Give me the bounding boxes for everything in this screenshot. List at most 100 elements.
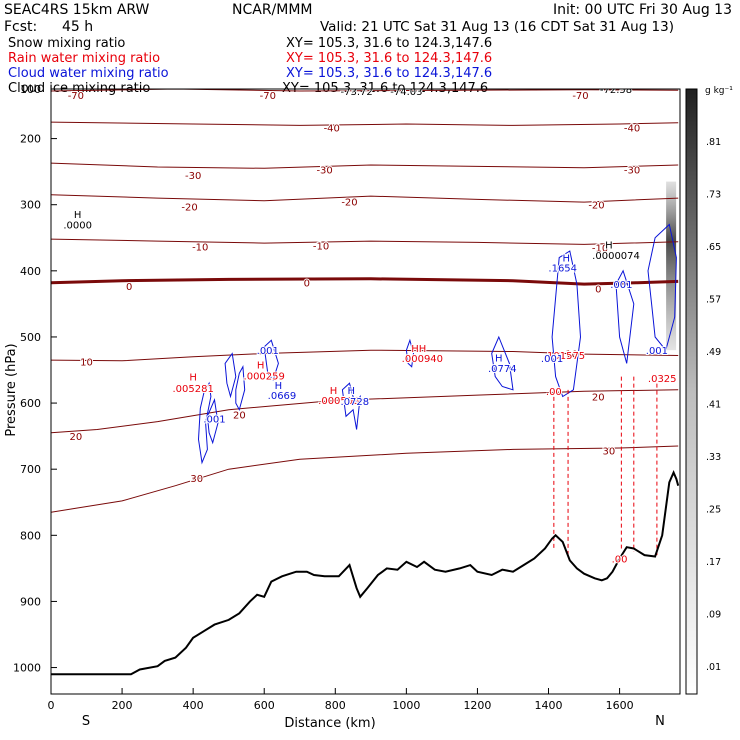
contour-label: -20 xyxy=(341,197,357,208)
field-xy-cloud-water: XY= 105.3, 31.6 to 124.3,147.6 xyxy=(286,66,493,81)
contour-label: .001 xyxy=(610,280,632,291)
y-tick-label: 400 xyxy=(20,265,41,278)
contour-label: .0000 xyxy=(63,221,92,232)
contour-label: -30 xyxy=(185,171,201,182)
contour-label: -70 xyxy=(68,91,84,102)
contour-label: HH xyxy=(411,344,426,355)
x-axis-title: Distance (km) xyxy=(284,716,375,731)
y-tick-label: 300 xyxy=(20,199,41,212)
y-tick-label: 500 xyxy=(20,331,41,344)
x-tick-label: 1400 xyxy=(535,699,563,712)
chart-title: SEAC4RS 15km ARW xyxy=(4,2,150,18)
forecast-label: Fcst: xyxy=(4,19,38,35)
contour-label: 20 xyxy=(592,392,605,403)
x-tick-label: 200 xyxy=(112,699,133,712)
contour-label: -70 xyxy=(572,91,588,102)
contour-label: 0 xyxy=(126,282,132,293)
colorbar-tick-label: .73 xyxy=(706,190,721,201)
contour-label: .0728 xyxy=(341,397,370,408)
contour-label: 0 xyxy=(304,279,310,290)
y-tick-label: 600 xyxy=(20,397,41,410)
y-tick-label: 1000 xyxy=(13,662,41,675)
contour-label: H xyxy=(330,386,338,397)
north-end-label: N xyxy=(655,714,665,729)
colorbar-tick-label: .41 xyxy=(706,400,721,411)
y-tick-label: 700 xyxy=(20,463,41,476)
colorbar-tick-label: .09 xyxy=(706,610,721,621)
field-name-cloud-water: Cloud water mixing ratio xyxy=(8,66,169,81)
contour-label: H xyxy=(495,353,503,364)
contour-label: H xyxy=(189,373,197,384)
y-tick-label: 900 xyxy=(20,595,41,608)
contour-label: .001 xyxy=(257,346,279,357)
forecast-hour: 45 h xyxy=(62,19,94,35)
contour-label: .00 xyxy=(612,554,628,565)
contour-label: .000259 xyxy=(244,371,285,382)
cloud-water-contour xyxy=(341,382,361,430)
colorbar-tick-label: .01 xyxy=(706,662,721,673)
contour-label: .001 xyxy=(646,346,668,357)
contour-label: H xyxy=(74,210,82,221)
isotherm-line xyxy=(51,389,679,434)
y-tick-label: 200 xyxy=(20,133,41,146)
x-tick-label: 600 xyxy=(254,699,275,712)
terrain-line xyxy=(51,469,680,676)
valid-time: Valid: 21 UTC Sat 31 Aug 13 (16 CDT Sat … xyxy=(320,19,674,35)
field-xy-rain: XY= 105.3, 31.6 to 124.3,147.6 xyxy=(286,51,493,66)
contour-label: H xyxy=(348,386,356,397)
contour-label: 30 xyxy=(190,474,203,485)
contour-label: .0000074 xyxy=(592,251,640,262)
x-tick-label: 1600 xyxy=(606,699,634,712)
x-tick-label: 1000 xyxy=(392,699,420,712)
field-xy-snow: XY= 105.3, 31.6 to 124.3,147.6 xyxy=(286,36,493,51)
contour-label: 10 xyxy=(80,357,93,368)
colorbar-tick-label: .25 xyxy=(706,505,721,516)
cloud-water-contour xyxy=(615,269,635,364)
cloud-water-contour xyxy=(197,381,212,465)
contour-label: .1654 xyxy=(548,264,577,275)
contour-label: -72.58 xyxy=(600,85,632,96)
contour-label: .101575 xyxy=(544,351,585,362)
contour-label: -30 xyxy=(624,166,640,177)
contour-label: .0325 xyxy=(648,374,677,385)
colorbar-tick-label: .49 xyxy=(706,347,721,358)
contour-label: .001 xyxy=(541,354,563,365)
cloud-water-contour xyxy=(206,397,219,445)
cloud-water-contour xyxy=(263,339,279,381)
contour-label: H xyxy=(257,361,265,372)
cloud-water-contour xyxy=(647,223,677,352)
cloud-water-contour xyxy=(491,335,514,391)
x-tick-label: 1200 xyxy=(463,699,491,712)
contour-label: -73.72 xyxy=(340,87,372,98)
contour-label: 10 xyxy=(565,349,578,360)
colorbar xyxy=(685,88,698,695)
plot-frame xyxy=(50,88,681,695)
colorbar-unit: g kg⁻¹ xyxy=(705,86,733,96)
colorbar-tick-label: .33 xyxy=(706,452,721,463)
contour-label: H xyxy=(275,381,283,392)
isotherm-line xyxy=(51,194,679,203)
south-end-label: S xyxy=(82,714,90,729)
contour-label: .0669 xyxy=(268,391,297,402)
y-axis-title: Pressure (hPa) xyxy=(4,343,19,436)
contour-label: -40 xyxy=(624,123,640,134)
x-tick-label: 800 xyxy=(325,699,346,712)
isotherm-line xyxy=(51,238,679,245)
isotherm-line xyxy=(51,162,679,169)
contour-label: -40 xyxy=(324,123,340,134)
contour-label: .00 xyxy=(546,387,562,398)
isotherm-line xyxy=(51,277,679,286)
cloud-water-contour xyxy=(551,250,582,398)
x-tick-label: 0 xyxy=(48,699,55,712)
init-time: Init: 00 UTC Fri 30 Aug 13 xyxy=(552,2,732,18)
contour-label: .000508 xyxy=(318,396,359,407)
x-tick-label: 400 xyxy=(183,699,204,712)
cloud-water-contour xyxy=(405,338,415,368)
contour-label: 20 xyxy=(233,410,246,421)
cloud-water-contour xyxy=(224,352,237,399)
contour-label: -10 xyxy=(313,242,329,253)
contour-label: -10 xyxy=(192,242,208,253)
contour-label: H xyxy=(605,240,613,251)
contour-label: .0774 xyxy=(488,364,517,375)
